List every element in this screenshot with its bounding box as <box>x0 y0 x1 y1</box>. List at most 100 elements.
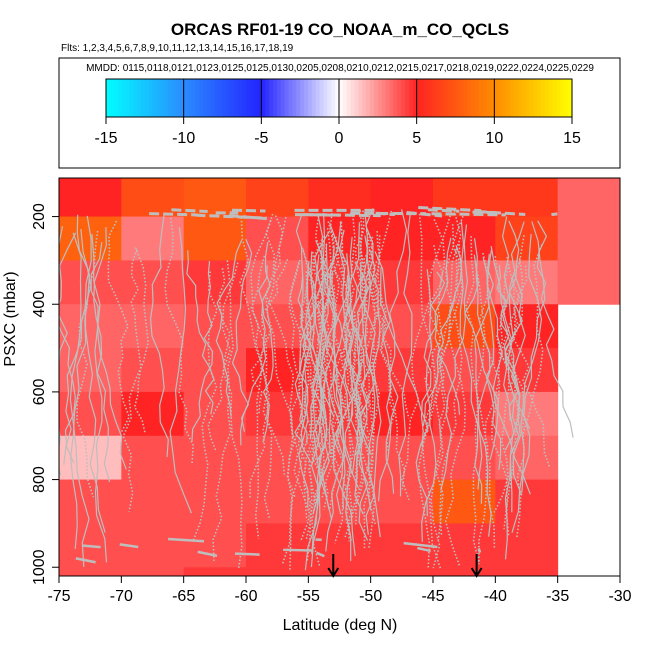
colorbar-swatch <box>106 79 111 117</box>
heatmap-cell <box>59 435 122 481</box>
flight-track-leg <box>149 212 197 217</box>
flight-track-profile <box>485 253 502 470</box>
colorbar: -15 -10 -5 0 5 10 15 <box>94 78 581 147</box>
flight-track-profile <box>484 256 521 548</box>
heatmap-cell <box>495 435 559 481</box>
x-tick-label: -55 <box>297 588 320 605</box>
colorbar-swatch <box>199 79 204 117</box>
colorbar-swatch <box>296 79 301 117</box>
colorbar-swatch <box>140 79 146 117</box>
colorbar-swatch <box>533 79 538 117</box>
colorbar-swatch <box>257 79 262 117</box>
heatmap-cell <box>370 260 434 305</box>
colorbar-swatch <box>172 79 177 117</box>
flight-track-profile <box>354 250 376 515</box>
colorbar-swatch <box>160 79 165 117</box>
colorbar-swatch <box>304 79 309 117</box>
flight-track-profile <box>511 234 543 533</box>
colorbar-swatch <box>525 79 530 117</box>
x-tick-label: -50 <box>359 588 382 605</box>
x-tick-label: -45 <box>421 588 444 605</box>
flight-track-leg <box>375 211 396 217</box>
colorbar-swatch <box>540 79 546 117</box>
colorbar-swatch <box>168 79 173 117</box>
flight-track-profile <box>265 215 295 440</box>
flight-track-profile <box>215 239 243 417</box>
colorbar-tick-label: -15 <box>94 130 117 147</box>
flight-track-profile <box>122 247 149 512</box>
flight-track-profile <box>59 232 77 464</box>
colorbar-swatch <box>471 79 476 117</box>
heatmap-cell <box>121 391 185 437</box>
flight-track-profile <box>315 239 344 515</box>
colorbar-swatch <box>175 79 181 117</box>
colorbar-swatch <box>544 79 550 117</box>
colorbar-swatch <box>494 79 499 117</box>
flight-track-profile <box>340 222 361 425</box>
colorbar-swatch <box>482 79 488 117</box>
flight-track-profile <box>473 238 491 504</box>
chart-title: ORCAS RF01-19 CO_NOAA_m_CO_QCLS <box>171 20 509 39</box>
flight-track-profile <box>91 233 108 563</box>
colorbar-swatch <box>420 79 426 117</box>
flight-track-profile <box>149 215 169 457</box>
flight-track-profile <box>345 235 368 420</box>
x-tick-label: -65 <box>172 588 195 605</box>
flight-track-profile <box>324 246 349 453</box>
flight-track-leg <box>231 208 266 213</box>
flight-track-profile <box>494 256 520 426</box>
colorbar-swatch <box>432 79 437 117</box>
colorbar-swatch <box>148 79 154 117</box>
heatmap-cell <box>121 304 185 349</box>
colorbar-swatch <box>459 79 464 117</box>
colorbar-swatch <box>537 79 542 117</box>
flight-track-profile <box>439 224 463 537</box>
colorbar-swatch <box>346 79 352 117</box>
colorbar-swatch <box>261 79 266 117</box>
flight-track-profile <box>515 244 544 540</box>
flight-track-profile <box>464 236 489 565</box>
flight-track-leg <box>228 214 269 221</box>
heatmap-cell <box>183 435 247 481</box>
flight-track-profile <box>319 227 336 482</box>
flight-track-leg <box>417 546 431 553</box>
colorbar-swatch <box>509 79 515 117</box>
colorbar-swatch <box>401 79 406 117</box>
heatmap-cell <box>495 567 559 576</box>
colorbar-swatch <box>513 79 519 117</box>
colorbar-swatch <box>203 79 208 117</box>
flight-track-profile <box>355 208 374 455</box>
flight-track-leg <box>234 552 260 556</box>
flight-track-profile <box>59 225 68 476</box>
flight-track-leg <box>418 206 482 213</box>
flight-track-profile <box>366 239 384 481</box>
colorbar-swatch <box>428 79 433 117</box>
heatmap-cell <box>183 567 247 576</box>
colorbar-swatch <box>113 79 119 117</box>
colorbar-swatch <box>144 79 150 117</box>
flight-track-profile <box>363 236 381 550</box>
y-tick-label: 600 <box>31 378 48 405</box>
flight-track-leg <box>476 210 526 216</box>
flight-track-profile <box>294 275 308 444</box>
flight-track-leg <box>431 212 506 217</box>
heatmap-cell <box>59 391 122 437</box>
heatmap-cell <box>183 391 247 437</box>
flight-track-profile <box>356 261 376 511</box>
heatmap-cell <box>246 304 309 349</box>
colorbar-swatch <box>191 79 196 117</box>
heatmap-cell <box>433 523 496 568</box>
colorbar-swatch <box>195 79 200 117</box>
colorbar-swatch <box>133 79 138 117</box>
colorbar-swatch <box>463 79 468 117</box>
colorbar-swatch <box>319 79 325 117</box>
heatmap-cell <box>246 479 309 524</box>
colorbar-swatch <box>339 79 344 117</box>
flight-tracks <box>59 206 574 572</box>
x-tick-label: -75 <box>47 588 70 605</box>
y-tick-label: 800 <box>31 466 48 493</box>
colorbar-swatch <box>362 79 367 117</box>
flight-track-profile <box>333 221 353 544</box>
flight-track-profile <box>250 219 286 475</box>
flight-track-profile <box>306 262 338 511</box>
